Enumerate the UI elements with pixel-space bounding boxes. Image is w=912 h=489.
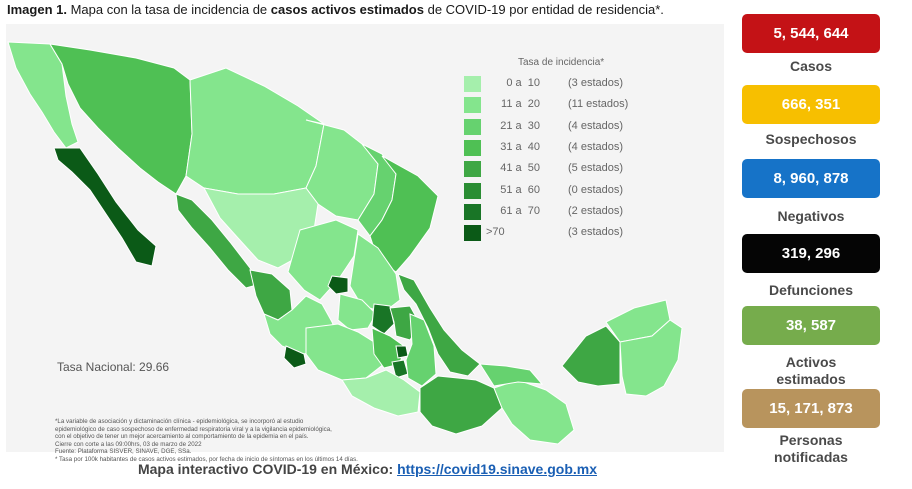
- stat-value-box: 319, 296: [742, 234, 880, 273]
- state-coahuila[interactable]: [305, 119, 379, 221]
- state-oaxaca[interactable]: [419, 375, 503, 435]
- figure-title: Imagen 1. Mapa con la tasa de incidencia…: [7, 2, 664, 17]
- national-rate-label: Tasa Nacional: 29.66: [57, 360, 170, 374]
- legend-swatch: [464, 118, 481, 135]
- state-puebla[interactable]: [405, 313, 437, 387]
- footnote-line: Fuente: Plataforma SISVER, SINAVE, DGE, …: [55, 448, 192, 456]
- legend-swatch: [464, 225, 481, 242]
- stat-value-box: 8, 960, 878: [742, 159, 880, 198]
- state-baja-california-sur[interactable]: [53, 147, 157, 267]
- legend-swatch: [464, 139, 481, 156]
- legend-count: (0 estados): [568, 183, 624, 196]
- state-veracruz[interactable]: [397, 273, 481, 377]
- footnote-line: *La variable de asociación y dictaminaci…: [55, 418, 304, 425]
- stat-value-box: 666, 351: [742, 85, 880, 124]
- state-quintana-roo[interactable]: [619, 319, 683, 397]
- state-sinaloa[interactable]: [175, 193, 261, 289]
- state-cdmx[interactable]: [395, 345, 409, 359]
- footer-text: Mapa interactivo COVID-19 en México:: [137, 461, 398, 477]
- figure-title-bold: casos activos estimados: [270, 2, 424, 17]
- legend-count: (5 estados): [568, 162, 624, 175]
- figure-title-text1: Mapa con la tasa de incidencia de: [66, 2, 271, 17]
- footnote-line: con el objetivo de tener un mejor acerca…: [55, 433, 309, 441]
- state-guerrero[interactable]: [341, 369, 421, 417]
- legend-swatch: [464, 182, 481, 199]
- legend-count: (2 estados): [568, 204, 624, 217]
- stat-value-box: 38, 587: [742, 306, 880, 345]
- state-campeche[interactable]: [561, 325, 621, 387]
- state-queretaro[interactable]: [371, 303, 395, 335]
- stat-label: Personas notificadas: [774, 432, 848, 465]
- legend-count: (4 estados): [568, 140, 624, 153]
- state-sonora[interactable]: [49, 43, 193, 195]
- stat-label: Defunciones: [768, 282, 853, 298]
- legend-count: (3 estados): [568, 226, 624, 239]
- footnote-line: epidemiológico de caso sospechoso de enf…: [55, 425, 332, 433]
- stat-label: Casos: [789, 58, 833, 74]
- legend-swatch: [464, 161, 481, 178]
- legend-range: 11 a 20: [501, 98, 540, 111]
- figure-title-prefix: Imagen 1.: [7, 2, 67, 17]
- stat-label: Activos estimados: [776, 354, 846, 387]
- legend-title: Tasa de incidencia*: [518, 57, 605, 68]
- footnotes: *La variable de asociación y dictaminaci…: [55, 418, 415, 464]
- legend-count: (3 estados): [568, 77, 624, 89]
- legend-range: 21 a 30: [500, 119, 540, 132]
- legend-count: (11 estados): [568, 98, 629, 111]
- legend-swatch: [464, 97, 481, 114]
- legend-swatch: [464, 76, 481, 92]
- map-panel: Tasa de incidencia* 0 a 10 (3 estados) 11 …: [6, 24, 724, 463]
- stat-value-box: 15, 171, 873: [742, 389, 880, 428]
- legend-range: >70: [486, 226, 505, 239]
- state-nayarit[interactable]: [249, 269, 293, 321]
- state-aguascalientes[interactable]: [327, 275, 349, 295]
- legend-range: 51 a 60: [500, 183, 540, 196]
- legend-swatch: [464, 203, 481, 220]
- figure-title-text2: de COVID-19 por entidad de residencia*.: [423, 2, 664, 17]
- footer: Mapa interactivo COVID-19 en México: htt…: [0, 461, 735, 477]
- legend-count: (4 estados): [568, 119, 624, 132]
- footer-link[interactable]: https://covid19.sinave.gob.mx: [397, 461, 597, 477]
- state-michoacan[interactable]: [305, 323, 385, 381]
- stat-label: Sospechosos: [765, 131, 857, 147]
- mexico-map: [7, 41, 683, 445]
- state-guanajuato[interactable]: [337, 293, 377, 331]
- stat-value-box: 5, 544, 644: [742, 14, 880, 53]
- state-tabasco[interactable]: [479, 363, 544, 387]
- state-chiapas[interactable]: [493, 379, 575, 445]
- footnote-line: * Tasa por 100k habitantes de casos acti…: [55, 455, 358, 463]
- state-chihuahua[interactable]: [185, 67, 325, 195]
- legend-range: 31 a 40: [500, 140, 540, 153]
- state-colima[interactable]: [283, 345, 307, 369]
- legend-range: 0 a 10: [506, 77, 540, 89]
- legend-range: 41 a 50: [500, 162, 540, 175]
- footnote-line: Cierre con corte a las 09:00hrs, 03 de m…: [55, 440, 202, 448]
- stat-label: Negativos: [777, 208, 845, 224]
- legend-range: 61 a 70: [500, 204, 540, 217]
